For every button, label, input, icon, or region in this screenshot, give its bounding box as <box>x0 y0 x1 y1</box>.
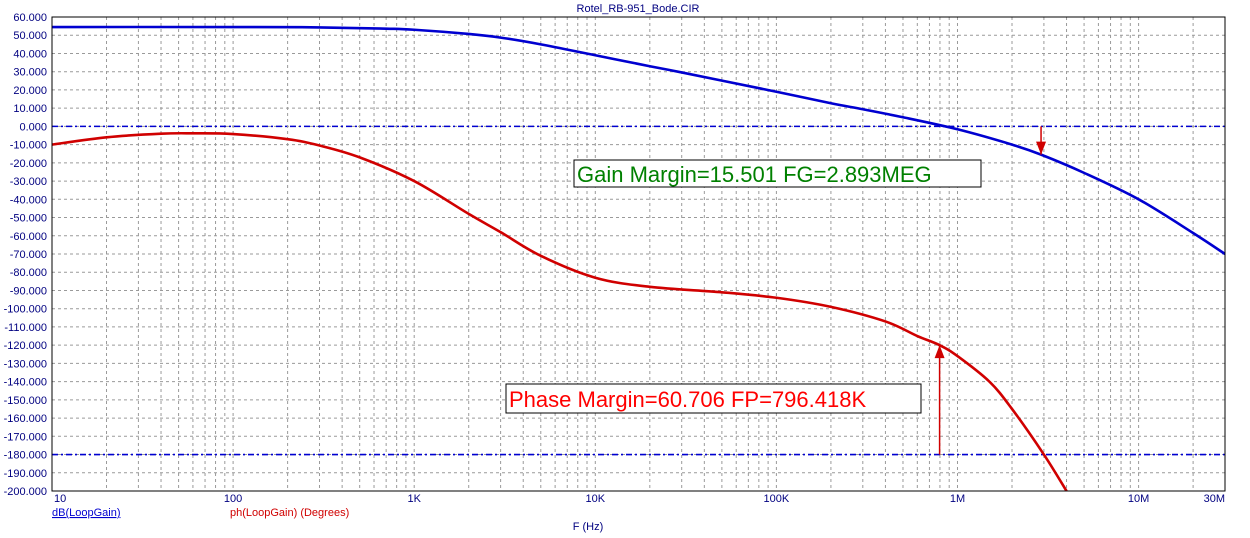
legend-gain: dB(LoopGain) <box>52 507 121 519</box>
y-tick-label: -20.000 <box>10 158 47 170</box>
plot-frame <box>51 16 1226 492</box>
y-tick-label: 50.000 <box>13 30 47 42</box>
y-tick-label: 60.000 <box>13 12 47 24</box>
y-tick-label: -90.000 <box>10 285 47 297</box>
y-tick-label: -120.000 <box>4 340 47 352</box>
y-tick-label: -30.000 <box>10 176 47 188</box>
phase-margin-label: Phase Margin=60.706 FP=796.418K <box>509 387 866 412</box>
y-tick-label: -70.000 <box>10 249 47 261</box>
series-phase-line <box>52 131 1068 491</box>
y-tick-label: 0.000 <box>19 121 47 133</box>
gain-margin-annotation: Gain Margin=15.501 FG=2.893MEG <box>573 159 982 188</box>
gain-margin-label: Gain Margin=15.501 FG=2.893MEG <box>577 162 932 187</box>
y-tick-label: 20.000 <box>13 85 47 97</box>
y-tick-label: 40.000 <box>13 48 47 60</box>
y-tick-label: -110.000 <box>4 322 47 334</box>
y-tick-label: -100.000 <box>4 304 47 316</box>
gain-margin-arrow <box>1036 126 1047 155</box>
y-tick-label: -140.000 <box>4 377 47 389</box>
x-tick-label: 1M <box>950 493 965 505</box>
y-tick-label: 10.000 <box>13 103 47 115</box>
x-axis-ticks: 10 100 1K 10K 100K 1M 10M 30M <box>54 493 1225 505</box>
x-tick-label: 10M <box>1128 493 1149 505</box>
x-tick-label: 10 <box>54 493 66 505</box>
x-tick-label: 30M <box>1204 493 1225 505</box>
legend-phase: ph(LoopGain) (Degrees) <box>230 507 349 519</box>
series-gain-line <box>52 25 1225 256</box>
y-tick-label: -160.000 <box>4 413 47 425</box>
phase-margin-annotation: Phase Margin=60.706 FP=796.418K <box>505 383 922 414</box>
series-lines <box>52 25 1225 491</box>
y-tick-label: -180.000 <box>4 450 47 462</box>
x-tick-label: 10K <box>586 493 606 505</box>
y-tick-label: -50.000 <box>10 213 47 225</box>
x-tick-label: 1K <box>407 493 421 505</box>
y-tick-label: -40.000 <box>10 194 47 206</box>
x-tick-label: 100K <box>764 493 790 505</box>
y-tick-label: -170.000 <box>4 431 47 443</box>
y-tick-label: -80.000 <box>10 267 47 279</box>
y-tick-label: -150.000 <box>4 395 47 407</box>
margin-markers <box>934 126 1047 455</box>
y-tick-label: -190.000 <box>4 468 47 480</box>
phase-margin-arrow <box>934 345 945 455</box>
y-tick-label: -130.000 <box>4 358 47 370</box>
y-axis-ticks: 60.000 50.000 40.000 30.000 20.000 10.000 0.00… <box>4 12 47 498</box>
y-tick-label: 30.000 <box>13 67 47 79</box>
y-tick-label: -10.000 <box>10 140 47 152</box>
x-axis-label: F (Hz) <box>573 521 604 533</box>
y-tick-label: -200.000 <box>4 486 47 498</box>
chart-title: Rotel_RB-951_Bode.CIR <box>577 3 700 15</box>
y-tick-label: -60.000 <box>10 231 47 243</box>
x-tick-label: 100 <box>224 493 242 505</box>
